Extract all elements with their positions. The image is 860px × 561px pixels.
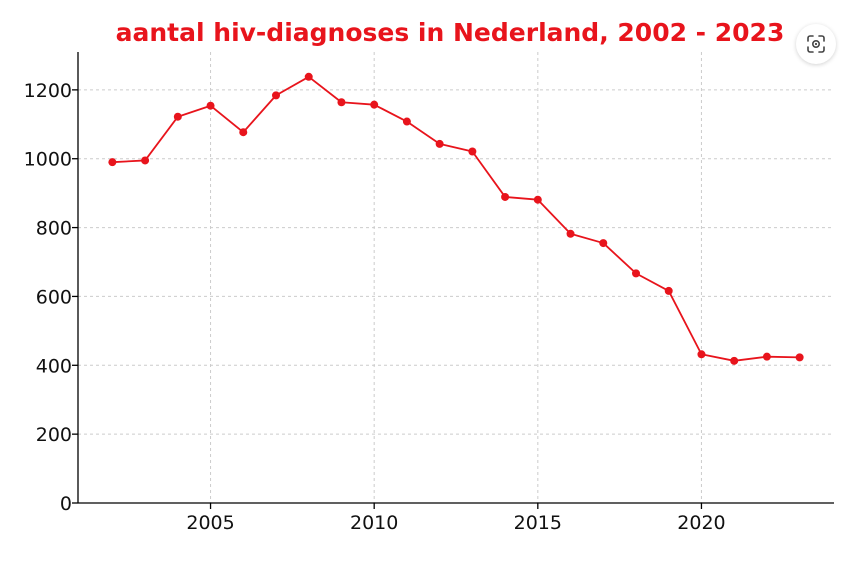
data-point [370,100,379,109]
data-point [697,350,706,359]
axes [72,52,834,509]
data-point [108,158,117,167]
data-point [141,156,150,165]
data-point [566,229,575,238]
data-point [730,356,739,365]
data-point [435,139,444,148]
x-tick-label: 2005 [186,512,234,534]
data-point [173,112,182,121]
y-tick-label: 600 [36,286,72,308]
visual-search-button[interactable] [796,24,836,64]
y-tick-label: 200 [36,424,72,446]
data-point [632,269,640,278]
tick-labels: 0 200 400 600 800 1000 1200 2005 2010 2015 2020 [24,80,726,534]
data-point [239,128,248,137]
data-point [599,239,608,248]
data-point [664,286,673,295]
y-tick-label: 0 [60,493,72,515]
y-tick-label: 800 [36,218,72,240]
chart-title: aantal hiv-diagnoses in Nederland, 2002 … [115,18,785,47]
data-point [337,98,346,107]
series-line [112,75,800,362]
data-point [304,72,313,81]
data-point [501,192,510,201]
x-tick-label: 2010 [350,512,398,534]
y-tick-label: 400 [36,355,72,377]
data-point [468,147,477,156]
y-tick-label: 1000 [24,149,72,171]
x-tick-label: 2020 [677,512,725,534]
series-line-hiv-diagnoses [112,75,800,362]
data-point [795,353,804,362]
data-point [206,101,215,110]
data-point [533,195,542,204]
data-point [272,91,280,100]
y-tick-label: 1200 [24,80,72,102]
grid-lines [78,52,834,503]
data-points [108,72,804,365]
visual-search-icon [807,35,825,53]
data-point [762,352,771,361]
data-point [402,117,411,126]
x-tick-label: 2015 [514,512,562,534]
